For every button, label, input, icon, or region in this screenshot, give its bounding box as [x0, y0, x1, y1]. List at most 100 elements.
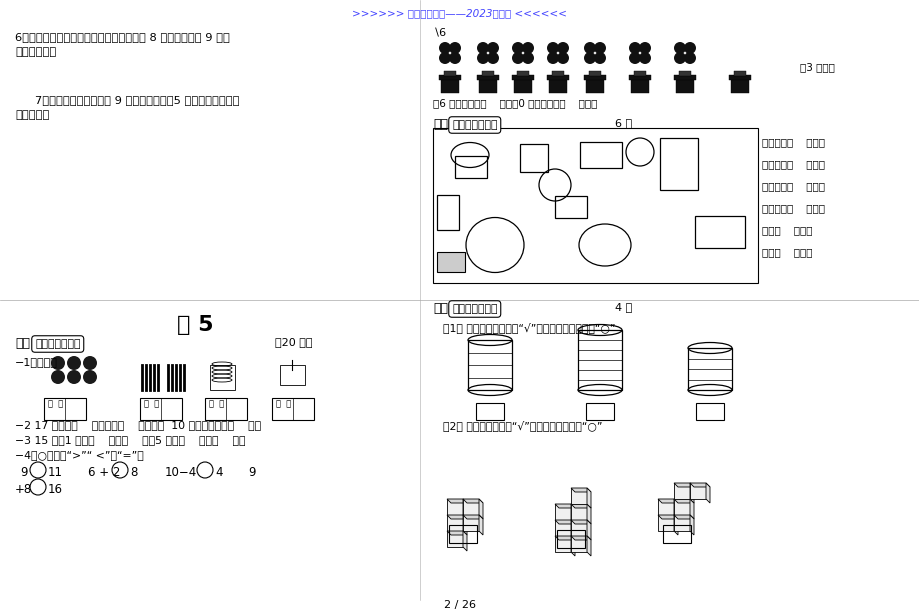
- Text: 正方形有（    ）个。: 正方形有（ ）个。: [761, 181, 824, 191]
- Circle shape: [594, 42, 606, 54]
- Polygon shape: [479, 515, 482, 535]
- Circle shape: [639, 52, 651, 64]
- Bar: [689, 483, 705, 499]
- Circle shape: [629, 52, 641, 64]
- Text: 6 分: 6 分: [614, 118, 631, 128]
- Bar: [547, 75, 568, 80]
- Bar: [210, 365, 234, 390]
- Circle shape: [674, 52, 686, 64]
- Circle shape: [51, 370, 65, 384]
- Circle shape: [83, 356, 96, 370]
- Bar: [272, 398, 313, 420]
- Bar: [585, 403, 613, 420]
- Text: 二、: 二、: [433, 118, 448, 131]
- Text: 卷 5: 卷 5: [176, 315, 213, 335]
- Text: 我会比、也会画: 我会比、也会画: [451, 304, 497, 314]
- Text: −3 15 中的1 表示（    ）个（    ），5 表示（    ）个（    ）。: −3 15 中的1 表示（ ）个（ ），5 表示（ ）个（ ）。: [15, 435, 245, 445]
- Text: （20 分）: （20 分）: [275, 337, 312, 347]
- Bar: [512, 75, 533, 80]
- Bar: [674, 499, 689, 515]
- Bar: [554, 520, 571, 536]
- Text: 4 分: 4 分: [614, 302, 631, 312]
- Bar: [577, 330, 621, 390]
- Bar: [674, 75, 696, 80]
- Polygon shape: [554, 520, 574, 524]
- Circle shape: [521, 42, 533, 54]
- Bar: [433, 128, 757, 283]
- Polygon shape: [674, 483, 693, 487]
- Text: 圆有（    ）个。: 圆有（ ）个。: [761, 225, 811, 235]
- Circle shape: [584, 52, 596, 64]
- Circle shape: [448, 42, 460, 54]
- Text: 十  个: 十 个: [48, 399, 63, 408]
- Polygon shape: [586, 536, 590, 556]
- Text: 我会想、也会填: 我会想、也会填: [35, 339, 81, 349]
- Bar: [440, 79, 459, 93]
- Polygon shape: [674, 515, 693, 519]
- Circle shape: [486, 52, 498, 64]
- Polygon shape: [571, 504, 574, 524]
- Text: 9: 9: [248, 466, 255, 479]
- Text: （2） 在最多的下面画“√”，在最少的下面画“○”: （2） 在最多的下面画“√”，在最少的下面画“○”: [443, 420, 602, 431]
- Bar: [140, 398, 182, 420]
- Bar: [694, 216, 744, 248]
- Text: 开6 朵花的是第（    ）盆；0 朵花的是第（    ）盆。: 开6 朵花的是第（ ）盆；0 朵花的是第（ ）盆。: [433, 98, 596, 108]
- Bar: [549, 79, 566, 93]
- Bar: [462, 499, 479, 515]
- Circle shape: [521, 52, 533, 64]
- Bar: [516, 71, 528, 76]
- Polygon shape: [447, 499, 467, 503]
- Bar: [556, 530, 584, 548]
- Text: 我会数、也会填: 我会数、也会填: [451, 120, 497, 130]
- Polygon shape: [447, 531, 467, 535]
- Circle shape: [556, 52, 568, 64]
- Polygon shape: [462, 515, 467, 535]
- Bar: [437, 195, 459, 230]
- Polygon shape: [571, 536, 590, 540]
- Text: 8: 8: [130, 466, 137, 479]
- Text: 十  个: 十 个: [144, 399, 159, 408]
- Bar: [479, 79, 496, 93]
- Bar: [447, 531, 462, 547]
- Bar: [448, 525, 476, 543]
- Bar: [519, 144, 548, 172]
- Polygon shape: [554, 536, 574, 540]
- Polygon shape: [462, 531, 467, 551]
- Text: （1） 在最长的线下面画“√”，在最短的线下面画“○”: （1） 在最长的线下面画“√”，在最短的线下面画“○”: [443, 322, 615, 333]
- Circle shape: [83, 370, 96, 384]
- Polygon shape: [674, 515, 677, 535]
- Bar: [482, 71, 494, 76]
- Circle shape: [512, 52, 524, 64]
- Bar: [205, 398, 246, 420]
- Bar: [571, 504, 586, 520]
- Text: 7、同学们做小旗，用了 9 张红纸，又用了5 张绿纸，他们用了: 7、同学们做小旗，用了 9 张红纸，又用了5 张绿纸，他们用了: [35, 95, 239, 105]
- Bar: [437, 252, 464, 272]
- Text: 正方体有（    ）个。: 正方体有（ ）个。: [761, 137, 824, 147]
- Bar: [728, 75, 750, 80]
- Bar: [554, 536, 571, 552]
- Bar: [731, 79, 748, 93]
- Bar: [447, 499, 462, 515]
- Polygon shape: [571, 520, 574, 540]
- Text: >>>>>> 小学学习资料——2023年整理 <<<<<<: >>>>>> 小学学习资料——2023年整理 <<<<<<: [352, 8, 567, 18]
- Circle shape: [486, 42, 498, 54]
- Bar: [674, 515, 689, 531]
- Circle shape: [683, 42, 696, 54]
- Circle shape: [629, 42, 641, 54]
- Text: −4在○里填上“>”“ <”或“=”，: −4在○里填上“>”“ <”或“=”，: [15, 450, 143, 460]
- Bar: [630, 79, 648, 93]
- Text: 长方形有（    ）个。: 长方形有（ ）个。: [761, 203, 824, 213]
- Polygon shape: [447, 515, 467, 519]
- Polygon shape: [554, 504, 574, 508]
- Polygon shape: [657, 499, 677, 503]
- Bar: [629, 75, 651, 80]
- Bar: [588, 71, 600, 76]
- Bar: [279, 365, 305, 385]
- Text: 了3 朵花；: 了3 朵花；: [800, 62, 834, 72]
- Bar: [657, 515, 674, 531]
- Bar: [455, 156, 486, 178]
- Circle shape: [584, 42, 596, 54]
- Text: 4: 4: [215, 466, 222, 479]
- Bar: [554, 196, 586, 218]
- Circle shape: [683, 52, 696, 64]
